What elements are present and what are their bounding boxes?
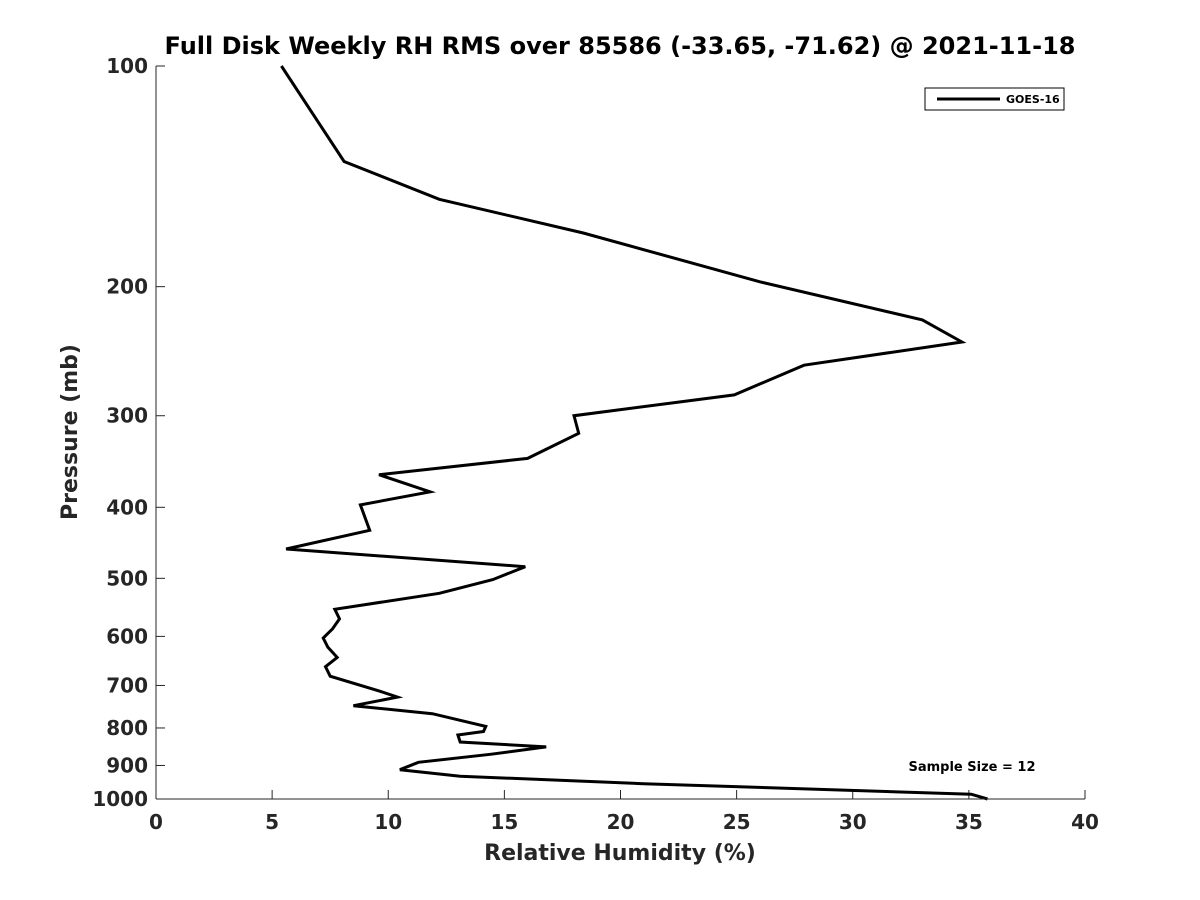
y-tick-label: 400 bbox=[106, 495, 148, 519]
y-tick-label: 300 bbox=[106, 404, 148, 428]
y-tick-label: 500 bbox=[106, 566, 148, 590]
x-tick-label: 20 bbox=[607, 810, 635, 834]
y-tick-label: 800 bbox=[106, 716, 148, 740]
legend-label-goes-16: GOES-16 bbox=[1006, 93, 1060, 106]
x-tick-label: 5 bbox=[265, 810, 279, 834]
x-tick-label: 35 bbox=[955, 810, 983, 834]
y-tick-label: 700 bbox=[106, 673, 148, 697]
plot-area bbox=[156, 66, 1085, 799]
y-axis-label: Pressure (mb) bbox=[58, 344, 83, 520]
sample-size-annotation: Sample Size = 12 bbox=[908, 760, 1035, 775]
x-tick-label: 30 bbox=[839, 810, 867, 834]
x-tick-label: 40 bbox=[1071, 810, 1099, 834]
y-axis: 100 200 300 400 500 600 700 800 900 1000 bbox=[92, 54, 165, 811]
y-tick-label: 1000 bbox=[92, 787, 148, 811]
x-axis-label: Relative Humidity (%) bbox=[484, 841, 756, 866]
y-tick-label: 200 bbox=[106, 275, 148, 299]
y-tick-label: 600 bbox=[106, 624, 148, 648]
x-tick-label: 15 bbox=[490, 810, 518, 834]
y-tick-label: 900 bbox=[106, 753, 148, 777]
x-tick-label: 0 bbox=[149, 810, 163, 834]
y-tick-label: 100 bbox=[106, 54, 148, 78]
chart-title: Full Disk Weekly RH RMS over 85586 (-33.… bbox=[165, 32, 1076, 60]
x-axis: 0 5 10 15 20 25 30 35 40 bbox=[149, 790, 1099, 834]
x-tick-label: 25 bbox=[723, 810, 751, 834]
legend: GOES-16 bbox=[924, 87, 1065, 111]
series-line-goes-16 bbox=[280, 65, 988, 801]
x-tick-label: 10 bbox=[374, 810, 402, 834]
